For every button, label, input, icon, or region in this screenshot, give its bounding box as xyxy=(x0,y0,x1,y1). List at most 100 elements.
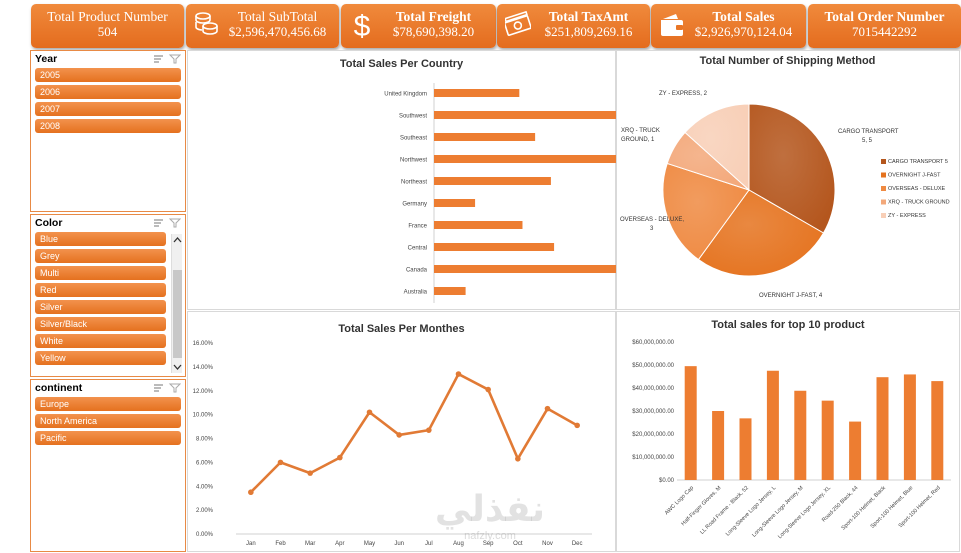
legend-swatch xyxy=(881,159,886,164)
bar xyxy=(739,418,752,480)
slicer-item[interactable]: Europe xyxy=(35,397,181,411)
x-tick-label: Jul xyxy=(425,541,433,547)
y-tick-label: 0.00% xyxy=(196,532,214,538)
continent-slicer-title: continent xyxy=(35,382,83,394)
country-sales-chart: United Kingdom Southwest Southeast Northwes… xyxy=(384,83,617,303)
slicer-item[interactable]: Red xyxy=(35,283,166,297)
svg-text:XRQ - TRUCK: XRQ - TRUCK xyxy=(621,128,660,134)
x-tick-label: Long-Sleeve Logo Jersey, L xyxy=(725,485,777,537)
y-tick-label: 4.00% xyxy=(196,484,214,490)
slicer-item[interactable]: White xyxy=(35,334,166,348)
scroll-down-icon xyxy=(173,364,182,370)
year-slicer: Year 2005 2006 2007 2008 xyxy=(30,50,186,212)
y-tick-label: $20,000,000.00 xyxy=(632,432,674,438)
clear-filter-icon xyxy=(168,218,181,228)
kpi-card: Total Product Number 504 xyxy=(31,4,184,48)
bar xyxy=(434,243,555,251)
y-tick-label: $60,000,000.00 xyxy=(632,340,674,346)
kpi-title: Total SubTotal xyxy=(237,9,318,24)
x-tick-label: Oct xyxy=(513,541,523,547)
x-tick-label: Mar xyxy=(305,541,315,547)
monthly-sales-panel: Total Sales Per Monthes 0.00% 2.00% 4.00% 6… xyxy=(187,311,616,552)
slicer-item[interactable]: North America xyxy=(35,414,181,428)
svg-text:CARGO TRANSPORT: CARGO TRANSPORT xyxy=(838,129,899,135)
y-tick-label: 16.00% xyxy=(193,341,214,347)
bar xyxy=(684,366,697,480)
slicer-item[interactable]: 2008 xyxy=(35,119,181,133)
legend-swatch xyxy=(881,213,886,218)
banknote-icon xyxy=(505,10,531,36)
clear-filter-icon xyxy=(168,383,181,393)
x-tick-label: Aug xyxy=(453,541,464,547)
color-slicer: Color Blue Grey Multi Red Silver Silver/Black… xyxy=(30,214,186,377)
y-tick-label: 2.00% xyxy=(196,508,214,514)
bar xyxy=(434,287,466,295)
data-point xyxy=(337,454,343,461)
slicer-item[interactable]: Pacific xyxy=(35,431,181,445)
slicer-item[interactable]: 2007 xyxy=(35,102,181,116)
kpi-title: Total Product Number xyxy=(47,9,168,24)
color-slicer-title: Color xyxy=(35,217,63,229)
data-point xyxy=(396,432,402,438)
bar xyxy=(434,199,476,207)
legend-label: XRQ - TRUCK GROUND xyxy=(888,200,950,206)
slicer-filter-icons[interactable] xyxy=(153,383,181,393)
kpi-card: $ Total Freight $78,690,398.20 xyxy=(341,4,496,48)
continent-slicer: continent Europe North America Pacific xyxy=(30,379,186,552)
y-tick-label: Northwest xyxy=(400,158,427,164)
x-tick-label: LL Road Frame - Black, 52 xyxy=(699,485,750,536)
data-point xyxy=(485,386,491,393)
y-tick-label: Northeast xyxy=(401,180,427,186)
slicer-item[interactable]: 2006 xyxy=(35,85,181,99)
kpi-value: $2,926,970,124.04 xyxy=(694,24,793,39)
kpi-card: Total Order Number 7015442292 xyxy=(808,4,961,48)
y-tick-label: 12.00% xyxy=(193,389,214,395)
kpi-value: 7015442292 xyxy=(852,24,917,39)
slicer-filter-icons[interactable] xyxy=(153,54,181,64)
slicer-item[interactable]: 2005 xyxy=(35,68,181,82)
data-point xyxy=(544,405,551,412)
slicer-item[interactable]: Silver/Black xyxy=(35,317,166,331)
x-tick-label: Jun xyxy=(394,541,404,547)
x-tick-label: Apr xyxy=(335,541,344,547)
slicer-item[interactable]: Grey xyxy=(35,249,166,263)
y-tick-label: 14.00% xyxy=(193,365,214,371)
pie-data-label: ZY - EXPRESS, 2 xyxy=(659,91,708,97)
slicer-item[interactable]: Silver xyxy=(35,300,166,314)
pie-data-label: XRQ - TRUCK GROUND, 1 xyxy=(621,128,660,143)
y-tick-label: $10,000,000.00 xyxy=(632,455,674,461)
scroll-thumb xyxy=(173,270,182,358)
slicer-item[interactable]: Multi xyxy=(35,266,166,280)
bar xyxy=(434,155,617,163)
slicer-scrollbar[interactable] xyxy=(171,234,182,373)
legend-swatch xyxy=(881,199,886,205)
y-tick-label: 6.00% xyxy=(196,460,214,466)
bar xyxy=(434,89,520,97)
svg-text:5, 5: 5, 5 xyxy=(862,138,873,144)
y-tick-label: Southeast xyxy=(400,136,427,142)
y-tick-label: $30,000,000.00 xyxy=(632,409,674,415)
pie-slice xyxy=(662,162,750,261)
legend-entry: OVERSEAS - DELUXE xyxy=(881,186,945,192)
bar xyxy=(849,421,862,480)
chart-title: Total sales for top 10 product xyxy=(711,319,865,331)
bar xyxy=(903,374,916,480)
slicer-filter-icons[interactable] xyxy=(153,218,181,228)
svg-text:ZY - EXPRESS, 2: ZY - EXPRESS, 2 xyxy=(659,91,708,97)
bar xyxy=(794,390,807,480)
watermark-logo-text: نفذلي xyxy=(434,489,546,530)
multi-select-icon xyxy=(154,219,163,227)
legend-entry: XRQ - TRUCK GROUND xyxy=(881,199,950,206)
pie-data-label: OVERNIGHT J-FAST, 4 xyxy=(759,293,823,299)
watermark: نفذلي nafzly.com xyxy=(420,490,560,550)
slicer-item[interactable]: Yellow xyxy=(35,351,166,365)
slicer-item[interactable]: Blue xyxy=(35,232,166,246)
kpi-title: Total Freight xyxy=(395,9,472,24)
y-tick-label: $50,000,000.00 xyxy=(632,363,674,369)
bar xyxy=(766,370,779,480)
kpi-value: $78,690,398.20 xyxy=(392,24,475,39)
bar xyxy=(931,381,944,480)
kpi-title: Total Sales xyxy=(712,9,775,24)
bar xyxy=(434,111,617,119)
kpi-card: Total Sales $2,926,970,124.04 xyxy=(651,4,806,48)
